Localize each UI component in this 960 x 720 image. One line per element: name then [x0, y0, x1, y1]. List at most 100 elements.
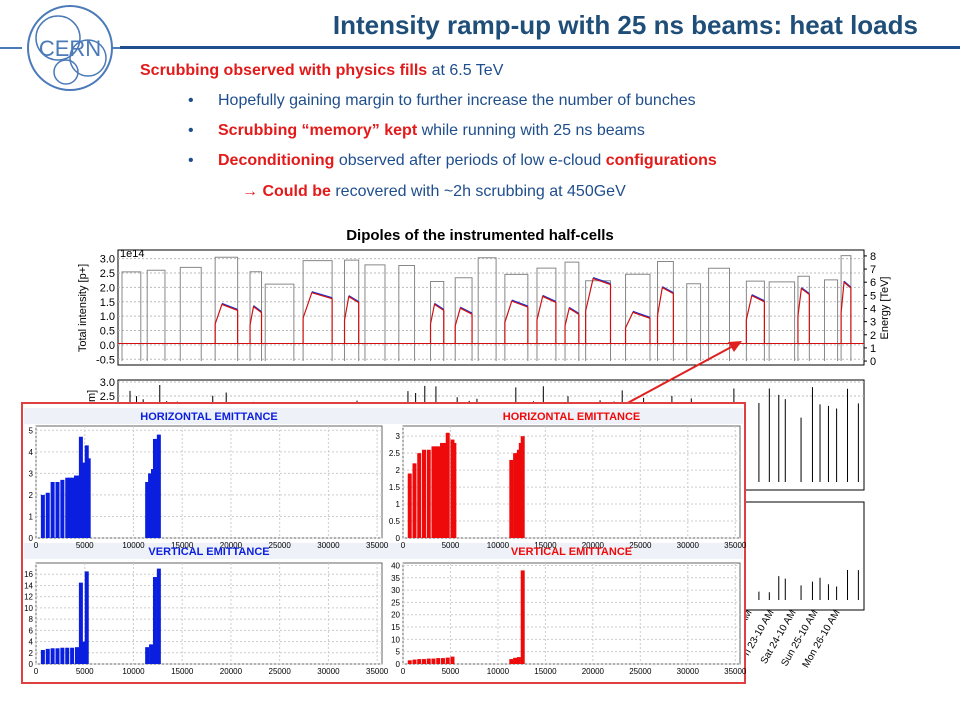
bar	[452, 442, 457, 538]
y2-tick-label: 5	[870, 290, 876, 302]
text-run: →	[242, 183, 263, 200]
title-strip	[24, 408, 743, 424]
inset-frame	[402, 562, 741, 665]
x-tick-label: 10000	[122, 541, 145, 550]
bar	[55, 648, 60, 664]
axis-offset: 1e14	[120, 248, 144, 260]
text-run: Scrubbing observed with physics fills	[140, 62, 428, 79]
y-tick-label: 30	[391, 586, 400, 595]
y-tick-label: 10	[391, 635, 400, 644]
x-tick-label: 35000	[366, 541, 389, 550]
x-tick-label: 20000	[220, 541, 243, 550]
bar	[60, 479, 65, 538]
bar	[65, 647, 70, 664]
y-tick-label: 1.0	[100, 311, 115, 323]
bar	[513, 453, 518, 538]
bar	[417, 453, 422, 538]
x-tick-label: 30000	[317, 667, 340, 676]
bar	[78, 582, 83, 664]
x-tick-label: 10000	[122, 667, 145, 676]
text-run: Hopefully gaining margin to further incr…	[218, 92, 696, 109]
x-tick-label: 5000	[76, 667, 94, 676]
y-axis-label: Total intensity [p+]	[77, 264, 89, 352]
x-tick-label: 20000	[582, 541, 605, 550]
y-tick-label: 3	[29, 469, 34, 478]
text-run: Could be	[262, 183, 331, 200]
x-tick-label: 35000	[366, 667, 389, 676]
y-tick-label: 2.5	[389, 449, 401, 458]
bar	[71, 477, 76, 538]
bar	[509, 459, 514, 538]
y2-tick-label: 7	[870, 264, 876, 276]
x-tick-label: 0	[34, 667, 39, 676]
y-tick-label: 5	[29, 426, 34, 435]
bar	[445, 432, 450, 538]
bar	[437, 446, 442, 538]
y-tick-label: 1	[396, 500, 401, 509]
bar	[60, 647, 65, 664]
y-tick-label: 35	[391, 574, 400, 583]
bar	[55, 482, 60, 538]
y-tick-label: 8	[29, 615, 34, 624]
cern-logo: CERN	[0, 5, 130, 91]
x-tick-label: 5000	[442, 667, 460, 676]
x-tick-label: 25000	[629, 667, 652, 676]
bar	[421, 449, 426, 538]
x-tick-label: 5000	[442, 541, 460, 550]
y2-axis-label: Energy [TeV]	[879, 277, 891, 340]
bar	[70, 647, 75, 664]
intensity-b2	[214, 277, 852, 344]
bar	[434, 446, 439, 538]
bar	[50, 648, 55, 664]
plot-frame	[117, 249, 865, 366]
y2-tick-label: 4	[870, 303, 876, 315]
y-tick-label: 6	[29, 626, 34, 635]
x-tick-label: 30000	[677, 541, 700, 550]
bar	[412, 659, 417, 664]
inset-title: HORIZONTAL EMITTANCE	[503, 411, 641, 423]
x-tick-label: 10000	[487, 541, 510, 550]
bar	[156, 568, 161, 664]
bar	[65, 477, 70, 538]
y-tick-label: 2.5	[100, 391, 115, 403]
bar	[68, 477, 73, 538]
text-line: • Hopefully gaining margin to further inc…	[188, 92, 696, 110]
energy-trace	[121, 255, 852, 362]
y2-tick-label: 1	[870, 343, 876, 355]
x-tick-label: 15000	[534, 541, 557, 550]
inset-frame	[402, 425, 741, 539]
arrow-head	[728, 341, 742, 352]
bar	[426, 658, 431, 664]
inset-frame	[35, 562, 383, 665]
y-tick-label: 0.5	[389, 517, 401, 526]
y-tick-label: 12	[24, 593, 33, 602]
bar	[450, 656, 455, 664]
figure-caption: Dipoles of the instrumented half-cells	[346, 227, 614, 244]
x-tick-label: 5000	[76, 541, 94, 550]
bar	[417, 659, 422, 664]
y2-tick-label: 6	[870, 277, 876, 289]
y-tick-label: 40	[391, 561, 400, 570]
x-tick-label: 20000	[220, 667, 243, 676]
y2-tick-label: 2	[870, 330, 876, 342]
bar	[148, 473, 153, 538]
y2-tick-label: 3	[870, 317, 876, 329]
text-line: • Scrubbing “memory” kept while running w…	[188, 122, 645, 140]
x-tick-label: 15000	[171, 667, 194, 676]
bar	[78, 436, 83, 538]
y-tick-label: 20	[391, 611, 400, 620]
y2-tick-label: 8	[870, 251, 876, 263]
bar	[436, 658, 441, 664]
intensity-b1	[221, 277, 852, 318]
bullet-dot: •	[188, 122, 194, 139]
x-tick-label: 0	[401, 541, 406, 550]
y-tick-label: 0.0	[100, 340, 115, 352]
title: Intensity ramp-up with 25 ns beams: heat…	[332, 10, 918, 40]
text-line: • Deconditioning observed after periods o…	[188, 152, 717, 170]
bar	[431, 446, 436, 538]
y-tick-label: 0	[29, 660, 34, 669]
bar	[156, 434, 161, 538]
bar	[74, 475, 79, 538]
bar	[149, 644, 154, 664]
inset-frame	[35, 425, 383, 539]
